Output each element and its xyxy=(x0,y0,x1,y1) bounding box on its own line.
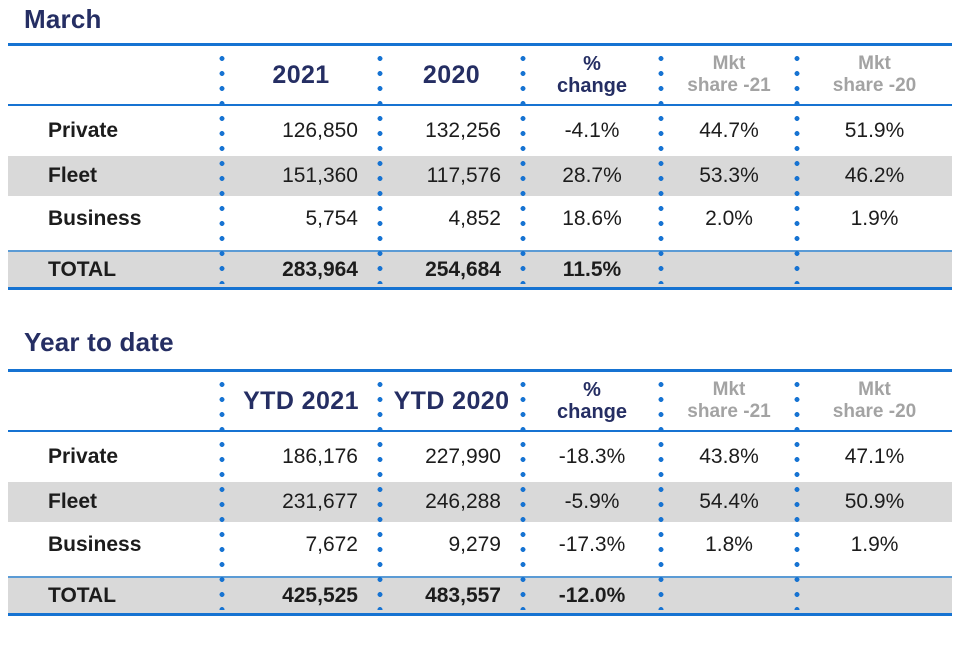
mkt-share-21: 53.3% xyxy=(699,164,759,188)
table-row-business: Business 5,754 4,852 18.6% 2.0% 1.9% xyxy=(8,196,952,242)
pct-change: 18.6% xyxy=(562,207,622,231)
mkt-share-20: 1.9% xyxy=(850,207,899,231)
pct-change: -5.9% xyxy=(564,490,620,514)
table-row-private: Private 126,850 132,256 -4.1% 44.7% 51.9… xyxy=(8,106,952,156)
value-2021: 151,360 xyxy=(282,164,358,188)
mkt-share-20: 47.1% xyxy=(844,445,905,469)
col-header-ytd-2020: YTD 2020 xyxy=(393,387,510,415)
row-label: TOTAL xyxy=(48,257,117,281)
pct-change: 28.7% xyxy=(562,164,622,188)
mkt-share-21: 1.8% xyxy=(705,533,753,557)
mkt-share-20: 51.9% xyxy=(844,119,905,143)
value-2020: 254,684 xyxy=(425,257,501,281)
table-row-total: TOTAL 283,964 254,684 11.5% xyxy=(8,250,952,287)
header-row: YTD 2021 YTD 2020 % change Mkt share -21… xyxy=(8,372,952,432)
table-row-private: Private 186,176 227,990 -18.3% 43.8% 47.… xyxy=(8,432,952,482)
pct-change: 11.5% xyxy=(562,257,622,281)
col-header-mkt-share-20: Mkt share -20 xyxy=(832,53,917,96)
col-header-mkt-share-21: Mkt share -21 xyxy=(687,53,771,96)
value-ytd-2020: 246,288 xyxy=(425,490,501,514)
row-label: Business xyxy=(48,207,142,231)
row-label: Private xyxy=(48,445,119,469)
mkt-share-21: 54.4% xyxy=(699,490,759,514)
page: March 2021 2020 % change Mkt share -21 M… xyxy=(0,4,960,616)
value-ytd-2021: 231,677 xyxy=(282,490,358,514)
value-2021: 283,964 xyxy=(282,257,358,281)
ytd-table: YTD 2021 YTD 2020 % change Mkt share -21… xyxy=(8,369,952,616)
col-header-2020: 2020 xyxy=(422,61,481,89)
march-section: March 2021 2020 % change Mkt share -21 M… xyxy=(8,4,952,290)
value-2021: 126,850 xyxy=(282,119,358,143)
col-header-pct-change: % change xyxy=(556,53,628,97)
mkt-share-20: 46.2% xyxy=(844,164,905,188)
header-row: 2021 2020 % change Mkt share -21 Mkt sha… xyxy=(8,46,952,106)
pct-change: -18.3% xyxy=(558,445,626,469)
value-2020: 132,256 xyxy=(425,119,501,143)
value-ytd-2021: 425,525 xyxy=(282,583,358,607)
value-ytd-2021: 7,672 xyxy=(305,533,358,557)
col-header-pct-change: % change xyxy=(556,379,628,423)
row-label: Fleet xyxy=(48,490,98,514)
value-ytd-2020: 227,990 xyxy=(425,445,501,469)
table-row-business: Business 7,672 9,279 -17.3% 1.8% 1.9% xyxy=(8,522,952,568)
col-header-mkt-share-21: Mkt share -21 xyxy=(687,379,771,422)
mkt-share-21: 43.8% xyxy=(699,445,759,469)
table-row-fleet: Fleet 231,677 246,288 -5.9% 54.4% 50.9% xyxy=(8,482,952,522)
ytd-section: Year to date YTD 2021 YTD 2020 % change … xyxy=(8,327,952,616)
value-ytd-2020: 9,279 xyxy=(448,533,501,557)
table-row-fleet: Fleet 151,360 117,576 28.7% 53.3% 46.2% xyxy=(8,156,952,196)
mkt-share-20: 1.9% xyxy=(850,533,899,557)
row-label: TOTAL xyxy=(48,583,117,607)
mkt-share-21: 2.0% xyxy=(705,207,753,231)
pct-change: -17.3% xyxy=(558,533,626,557)
row-spacer xyxy=(8,242,952,250)
table-row-total: TOTAL 425,525 483,557 -12.0% xyxy=(8,576,952,613)
march-table: 2021 2020 % change Mkt share -21 Mkt sha… xyxy=(8,43,952,290)
pct-change: -4.1% xyxy=(564,119,620,143)
section-title-ytd: Year to date xyxy=(24,327,174,357)
row-spacer xyxy=(8,568,952,576)
value-2021: 5,754 xyxy=(305,207,358,231)
mkt-share-20: 50.9% xyxy=(844,490,905,514)
mkt-share-21: 44.7% xyxy=(699,119,759,143)
value-2020: 117,576 xyxy=(426,164,501,188)
section-title-march: March xyxy=(24,4,102,34)
col-header-ytd-2021: YTD 2021 xyxy=(243,387,359,415)
value-ytd-2021: 186,176 xyxy=(282,445,358,469)
col-header-2021: 2021 xyxy=(272,61,330,89)
row-label: Private xyxy=(48,119,119,143)
value-2020: 4,852 xyxy=(448,207,501,231)
row-label: Business xyxy=(48,533,142,557)
row-label: Fleet xyxy=(48,164,98,188)
value-ytd-2020: 483,557 xyxy=(425,583,501,607)
pct-change: -12.0% xyxy=(558,583,626,607)
col-header-mkt-share-20: Mkt share -20 xyxy=(832,379,917,422)
